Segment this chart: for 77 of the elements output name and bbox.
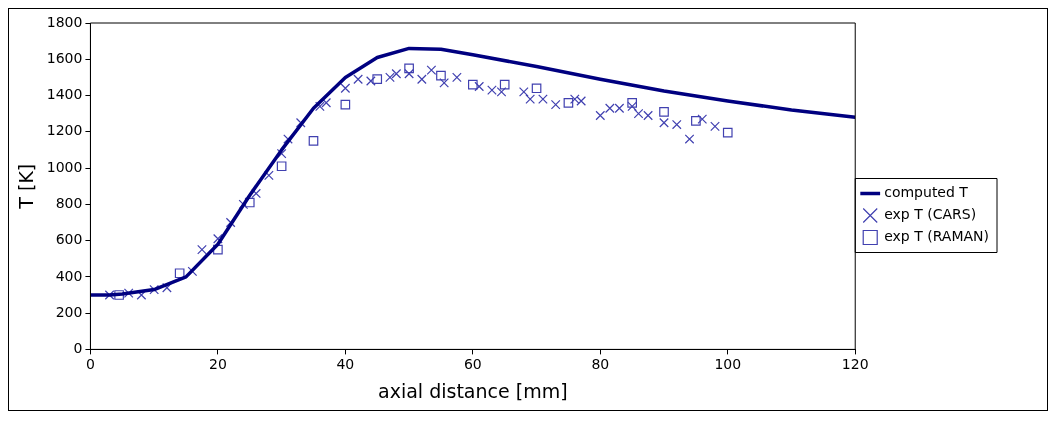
point (404, 63, 414, 74)
point (264, 170, 274, 181)
point (385, 72, 395, 83)
point (436, 70, 446, 81)
point (671, 119, 682, 130)
x-tick-label: 20 (208, 356, 227, 373)
point (538, 94, 548, 104)
point (605, 103, 615, 114)
x-tick-label: 60 (463, 356, 482, 373)
point (659, 117, 669, 128)
x-tick-label: 100 (714, 356, 742, 373)
legend-label: exp T (RAMAN) (884, 228, 989, 245)
point (321, 97, 332, 108)
y-tick-label: 200 (55, 303, 83, 320)
point (174, 268, 185, 279)
point (627, 97, 637, 108)
point (722, 127, 733, 138)
y-tick-label: 600 (55, 231, 83, 248)
y-tick-label: 1400 (46, 86, 83, 103)
point (467, 79, 478, 90)
point (710, 121, 720, 132)
point (366, 76, 376, 86)
point (691, 116, 701, 126)
y-axis-title: T [K] (15, 163, 38, 210)
point (417, 74, 427, 85)
y-tick-label: 1600 (46, 49, 83, 66)
y-tick-label: 1000 (46, 158, 83, 175)
point (525, 94, 536, 104)
point (474, 81, 485, 92)
point (518, 87, 529, 97)
point (576, 96, 587, 106)
point (499, 79, 510, 90)
y-tick-label: 0 (73, 340, 83, 357)
point (213, 233, 223, 244)
point (104, 290, 115, 300)
point (315, 101, 325, 112)
point (633, 108, 644, 119)
point (439, 78, 449, 88)
point (136, 290, 147, 300)
point (340, 99, 351, 110)
point (426, 65, 437, 75)
point (487, 85, 497, 95)
point (550, 99, 561, 110)
y-tick-label: 1800 (46, 13, 83, 30)
x-tick-label: 120 (841, 356, 869, 373)
point (391, 68, 402, 79)
x-tick-label: 0 (85, 356, 95, 373)
point (340, 83, 351, 94)
legend-label: exp T (CARS) (884, 206, 977, 223)
point (659, 107, 669, 117)
point (244, 197, 255, 208)
point (684, 134, 695, 144)
point (496, 87, 507, 97)
x-axis-title: axial distance [mm] (378, 379, 568, 402)
point (404, 68, 414, 79)
point (595, 110, 606, 121)
point (614, 103, 625, 114)
y-tick-label: 400 (55, 267, 83, 284)
point (627, 101, 637, 112)
point (114, 290, 124, 300)
point (563, 97, 574, 108)
y-tick-label: 1200 (46, 122, 83, 139)
legend-label: computed T (884, 184, 969, 201)
point (569, 94, 580, 104)
point (308, 136, 319, 146)
point (643, 110, 653, 121)
point (276, 161, 287, 172)
x-tick-label: 80 (591, 356, 610, 373)
point (162, 282, 172, 293)
point (372, 74, 383, 85)
x-tick-label: 40 (336, 356, 355, 373)
y-tick-label: 800 (55, 194, 83, 211)
point (197, 244, 207, 255)
point (531, 83, 542, 94)
point (452, 72, 462, 83)
point (697, 114, 708, 124)
point (353, 74, 363, 85)
